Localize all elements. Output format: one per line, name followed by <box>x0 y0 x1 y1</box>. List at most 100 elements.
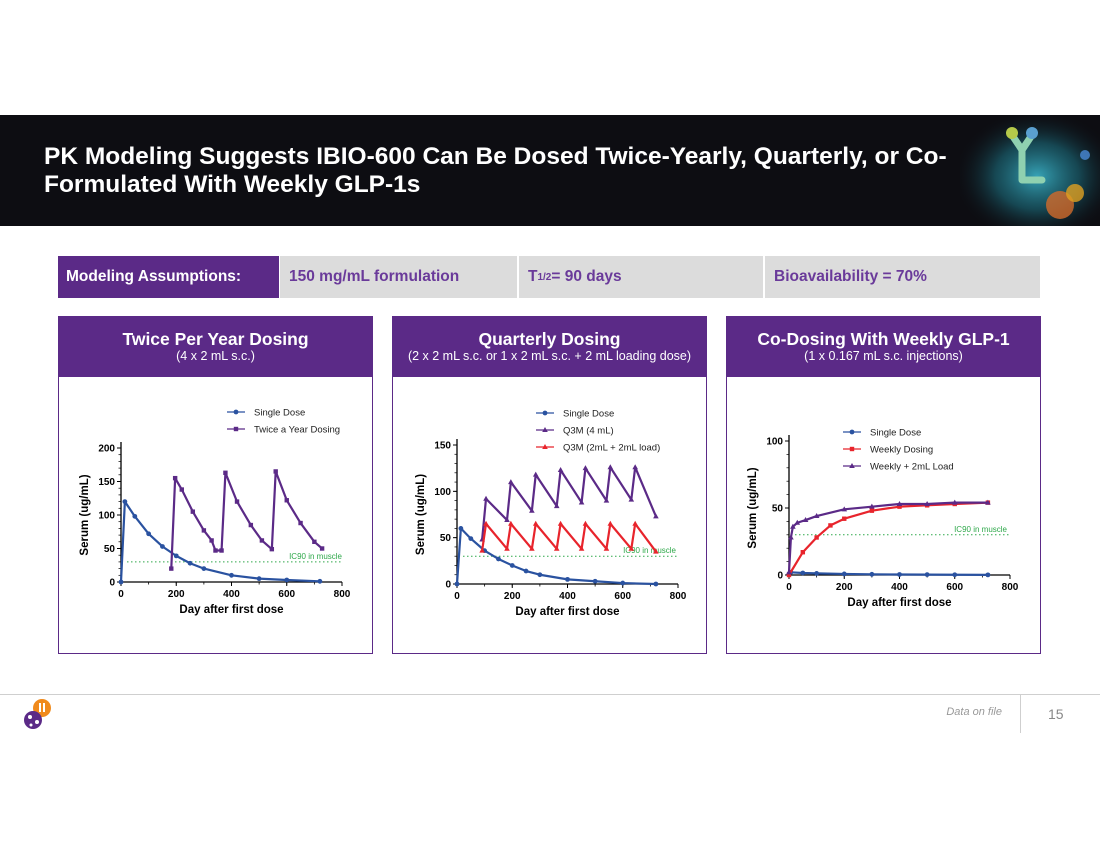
x-tick-label: 600 <box>278 589 295 600</box>
series-line <box>788 501 988 576</box>
data-point <box>985 499 991 505</box>
legend-label: Single Dose <box>870 428 921 439</box>
data-point <box>553 545 560 551</box>
legend-label: Twice a Year Dosing <box>254 425 340 436</box>
panel-title: Quarterly Dosing <box>478 329 621 349</box>
data-point <box>553 503 560 509</box>
data-point <box>869 508 875 513</box>
data-point <box>985 572 991 578</box>
data-point <box>653 513 659 519</box>
x-tick-label: 400 <box>891 582 908 593</box>
data-point <box>620 580 626 586</box>
half-life-cell: T 1/2 = 90 days <box>519 256 763 298</box>
data-point <box>319 546 325 551</box>
legend-label: Single Dose <box>563 409 614 420</box>
x-axis-label: Day after first dose <box>515 606 619 618</box>
legend-swatch-marker <box>542 410 548 416</box>
series-single-dose <box>454 526 659 587</box>
data-point <box>508 479 514 485</box>
slide-title: PK Modeling Suggests IBIO-600 Can Be Dos… <box>44 143 947 198</box>
data-point <box>814 570 820 576</box>
panel-header: Quarterly Dosing (2 x 2 mL s.c. or 1 x 2… <box>393 317 706 377</box>
data-point <box>897 572 902 577</box>
y-tick-label: 100 <box>98 511 115 522</box>
legend-label: Weekly + 2mL Load <box>870 462 954 473</box>
data-point <box>209 538 214 543</box>
data-point <box>256 576 262 582</box>
axes: 0 200 400 600 800 0 50 100 Day after first dose S… <box>747 435 1019 609</box>
data-point <box>504 517 510 523</box>
legend-swatch-marker <box>849 446 855 452</box>
data-point <box>187 560 193 566</box>
panel-subtitle: (1 x 0.167 mL s.c. injections) <box>804 349 963 363</box>
y-tick-label: 100 <box>766 437 783 448</box>
y-axis-label: Serum (ug/mL) <box>747 467 759 548</box>
ic90-threshold-label: IC90 in muscle <box>289 552 342 561</box>
x-tick-label: 200 <box>836 582 853 593</box>
data-point <box>190 509 196 514</box>
pk-chart-twice-yearly: 0 200 400 600 800 0 50 100 150 200 Day after first… <box>79 408 351 617</box>
legend-label: Q3M (2mL + 2mL load) <box>563 443 660 454</box>
legend-swatch-marker <box>233 409 239 415</box>
data-point <box>842 516 847 521</box>
data-point <box>603 545 610 551</box>
axes: 0 200 400 600 800 0 50 100 150 200 Day after first… <box>79 442 351 616</box>
x-tick-label: 800 <box>334 589 351 600</box>
data-point <box>483 495 489 501</box>
bioavailability-cell: Bioavailability = 70% <box>765 256 1040 298</box>
data-point <box>269 546 275 552</box>
data-point <box>841 571 847 577</box>
data-point <box>802 517 809 523</box>
data-point <box>924 572 930 577</box>
series-twice-a-year-dosing <box>169 469 325 571</box>
x-tick-label: 600 <box>614 591 631 602</box>
data-point <box>179 487 184 492</box>
data-point <box>814 535 819 540</box>
data-point <box>828 523 833 528</box>
series-weekly-dosing <box>786 500 991 578</box>
data-point <box>229 572 234 578</box>
data-point <box>454 581 460 587</box>
panel-title: Twice Per Year Dosing <box>122 329 309 349</box>
series-line <box>788 571 988 576</box>
x-tick-label: 0 <box>118 589 124 600</box>
x-tick-label: 200 <box>504 591 521 602</box>
data-point <box>557 467 564 473</box>
data-point <box>312 539 317 544</box>
y-axis-label: Serum (ug/mL) <box>415 474 427 555</box>
company-logo-icon <box>24 699 51 729</box>
data-point <box>458 526 464 531</box>
series-line <box>170 470 323 569</box>
data-point <box>790 523 796 529</box>
panel-header: Twice Per Year Dosing (4 x 2 mL s.c.) <box>59 317 372 377</box>
data-point <box>160 544 165 549</box>
data-point <box>924 500 930 506</box>
data-point <box>496 556 501 562</box>
legend-label: Q3M (4 mL) <box>563 426 614 437</box>
data-point <box>896 500 903 506</box>
page-number: 15 <box>1048 706 1064 722</box>
data-point <box>582 520 589 526</box>
x-tick-label: 400 <box>559 591 576 602</box>
data-point <box>578 545 585 551</box>
x-tick-label: 400 <box>223 589 240 600</box>
data-point <box>508 520 514 526</box>
panel-title: Co-Dosing With Weekly GLP-1 <box>757 329 1010 349</box>
pk-chart-quarterly: 0 200 400 600 800 0 50 100 150 Day after first do… <box>415 409 687 619</box>
legend-swatch-marker <box>542 444 548 449</box>
legend-swatch-marker <box>849 463 855 468</box>
series-line <box>787 501 988 573</box>
data-point <box>234 499 240 504</box>
y-tick-label: 100 <box>434 487 451 498</box>
data-point <box>632 464 638 470</box>
data-point <box>219 548 224 553</box>
data-point <box>122 499 128 504</box>
data-point <box>479 547 485 553</box>
data-point <box>529 507 535 513</box>
data-point <box>259 538 265 543</box>
data-point <box>653 548 659 554</box>
formulation-cell: 150 mg/mL formulation <box>280 256 517 298</box>
data-point <box>607 520 614 526</box>
pk-chart-glp1-codosing: 0 200 400 600 800 0 50 100 Day after first dose S… <box>747 428 1019 610</box>
footer-divider <box>0 694 1100 695</box>
